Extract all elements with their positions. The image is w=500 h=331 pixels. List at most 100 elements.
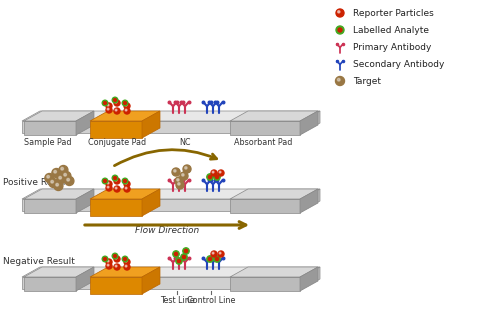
Polygon shape bbox=[142, 267, 160, 294]
Circle shape bbox=[174, 253, 178, 256]
Circle shape bbox=[216, 175, 218, 179]
Circle shape bbox=[62, 171, 71, 180]
Circle shape bbox=[102, 178, 108, 184]
Circle shape bbox=[183, 165, 191, 173]
Circle shape bbox=[114, 100, 120, 106]
Circle shape bbox=[124, 259, 130, 265]
Circle shape bbox=[108, 260, 109, 262]
Text: NC: NC bbox=[179, 138, 191, 147]
Circle shape bbox=[122, 256, 128, 262]
Circle shape bbox=[126, 182, 127, 184]
Circle shape bbox=[116, 187, 117, 189]
Circle shape bbox=[172, 168, 180, 176]
Circle shape bbox=[176, 181, 184, 189]
Circle shape bbox=[54, 181, 63, 191]
Circle shape bbox=[65, 176, 74, 185]
Polygon shape bbox=[24, 111, 94, 121]
Circle shape bbox=[175, 177, 183, 185]
Circle shape bbox=[178, 260, 180, 262]
Circle shape bbox=[67, 178, 70, 181]
Circle shape bbox=[124, 102, 126, 104]
Circle shape bbox=[214, 256, 220, 262]
Polygon shape bbox=[230, 277, 300, 291]
Circle shape bbox=[336, 76, 344, 85]
Circle shape bbox=[114, 264, 120, 270]
Text: Test Line: Test Line bbox=[160, 296, 194, 305]
Circle shape bbox=[106, 107, 112, 113]
Circle shape bbox=[112, 253, 118, 259]
Circle shape bbox=[114, 256, 120, 262]
Circle shape bbox=[208, 258, 212, 260]
Polygon shape bbox=[22, 199, 302, 211]
Circle shape bbox=[102, 256, 108, 262]
Polygon shape bbox=[90, 277, 142, 294]
Circle shape bbox=[108, 186, 109, 188]
Circle shape bbox=[182, 256, 186, 259]
Polygon shape bbox=[90, 189, 160, 199]
Circle shape bbox=[207, 174, 213, 180]
Polygon shape bbox=[142, 189, 160, 216]
Polygon shape bbox=[22, 121, 302, 133]
Polygon shape bbox=[230, 199, 300, 213]
Circle shape bbox=[212, 252, 214, 254]
Circle shape bbox=[122, 100, 128, 106]
Text: Positive Result: Positive Result bbox=[3, 177, 69, 186]
Circle shape bbox=[104, 258, 106, 260]
Circle shape bbox=[208, 175, 212, 179]
Circle shape bbox=[211, 170, 217, 176]
Polygon shape bbox=[302, 189, 320, 211]
Circle shape bbox=[114, 177, 116, 179]
Circle shape bbox=[49, 178, 58, 187]
Circle shape bbox=[124, 186, 130, 192]
Circle shape bbox=[108, 264, 109, 266]
Circle shape bbox=[336, 9, 344, 17]
Circle shape bbox=[122, 178, 128, 184]
Polygon shape bbox=[76, 189, 94, 213]
Circle shape bbox=[126, 104, 127, 106]
Circle shape bbox=[207, 256, 213, 262]
Text: Primary Antibody: Primary Antibody bbox=[353, 42, 432, 52]
Circle shape bbox=[112, 97, 118, 103]
Circle shape bbox=[212, 171, 214, 173]
Circle shape bbox=[124, 108, 130, 114]
Circle shape bbox=[116, 109, 117, 111]
Circle shape bbox=[45, 173, 54, 182]
Circle shape bbox=[176, 258, 182, 264]
Circle shape bbox=[126, 265, 127, 267]
Circle shape bbox=[104, 102, 106, 104]
Circle shape bbox=[108, 182, 109, 184]
Circle shape bbox=[174, 170, 176, 172]
Circle shape bbox=[114, 255, 116, 258]
Polygon shape bbox=[22, 267, 320, 277]
Circle shape bbox=[102, 100, 108, 106]
Circle shape bbox=[182, 174, 184, 176]
Circle shape bbox=[338, 28, 342, 32]
Circle shape bbox=[126, 187, 127, 189]
Circle shape bbox=[114, 108, 120, 114]
Polygon shape bbox=[230, 111, 318, 121]
Circle shape bbox=[216, 258, 218, 260]
Circle shape bbox=[180, 172, 188, 180]
Circle shape bbox=[64, 173, 66, 176]
Text: Conjugate Pad: Conjugate Pad bbox=[88, 138, 146, 147]
Polygon shape bbox=[24, 189, 94, 199]
Text: Reporter Particles: Reporter Particles bbox=[353, 9, 434, 18]
Polygon shape bbox=[22, 111, 320, 121]
Text: Control Line: Control Line bbox=[187, 296, 236, 305]
Circle shape bbox=[108, 104, 109, 106]
Circle shape bbox=[124, 103, 130, 109]
Text: Secondary Antibody: Secondary Antibody bbox=[353, 60, 444, 69]
Circle shape bbox=[176, 179, 179, 181]
Circle shape bbox=[57, 174, 66, 183]
Polygon shape bbox=[22, 189, 320, 199]
Circle shape bbox=[114, 178, 120, 184]
Circle shape bbox=[184, 249, 188, 253]
Polygon shape bbox=[302, 111, 320, 133]
Polygon shape bbox=[142, 111, 160, 138]
Circle shape bbox=[338, 78, 340, 81]
Circle shape bbox=[124, 180, 126, 182]
Circle shape bbox=[173, 251, 179, 257]
Polygon shape bbox=[230, 189, 318, 199]
Polygon shape bbox=[300, 189, 318, 213]
Polygon shape bbox=[76, 111, 94, 135]
